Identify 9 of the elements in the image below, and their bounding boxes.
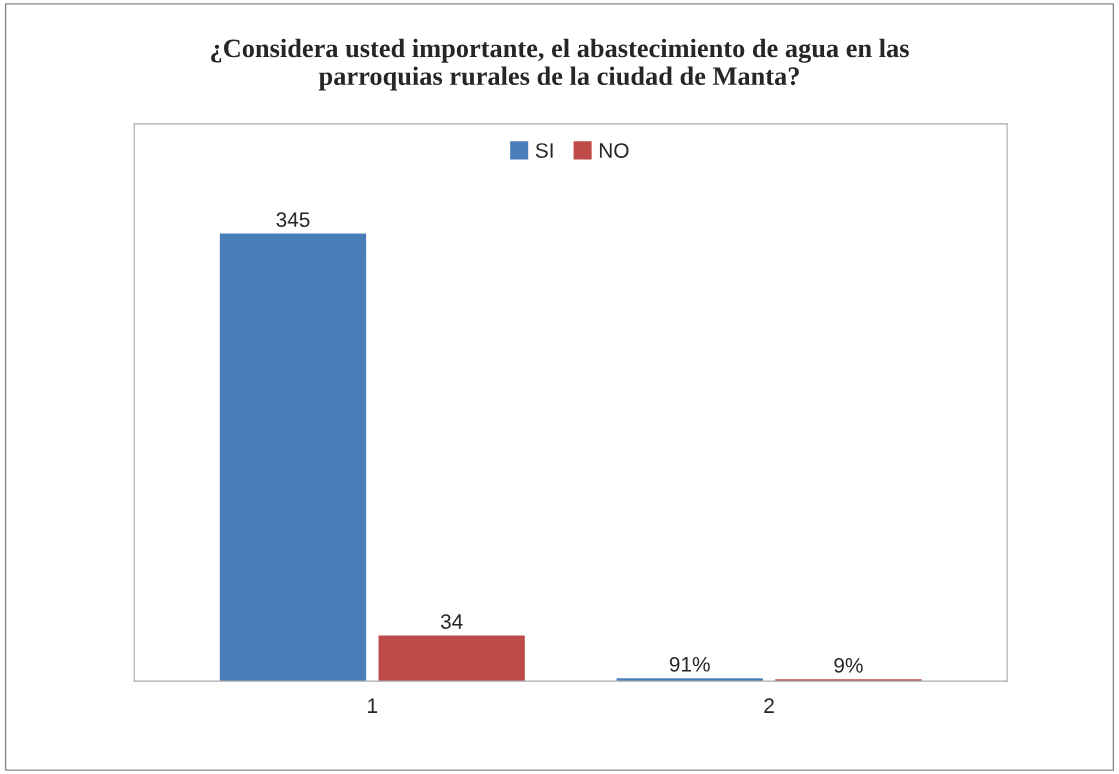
chart-title: ¿Considera usted importante, el abastecimiento de agua en las parroquias rurales de la ciudad de Manta? <box>211 38 909 91</box>
data-label: 91% <box>669 656 710 672</box>
data-label: 34 <box>440 614 463 629</box>
data-label: 345 <box>276 212 310 228</box>
legend-label: SI <box>535 143 553 158</box>
x-tick-label: 2 <box>764 698 774 713</box>
legend-label: NO <box>599 143 629 158</box>
x-tick-label: 1 <box>368 698 378 713</box>
data-label: 9% <box>834 657 863 673</box>
